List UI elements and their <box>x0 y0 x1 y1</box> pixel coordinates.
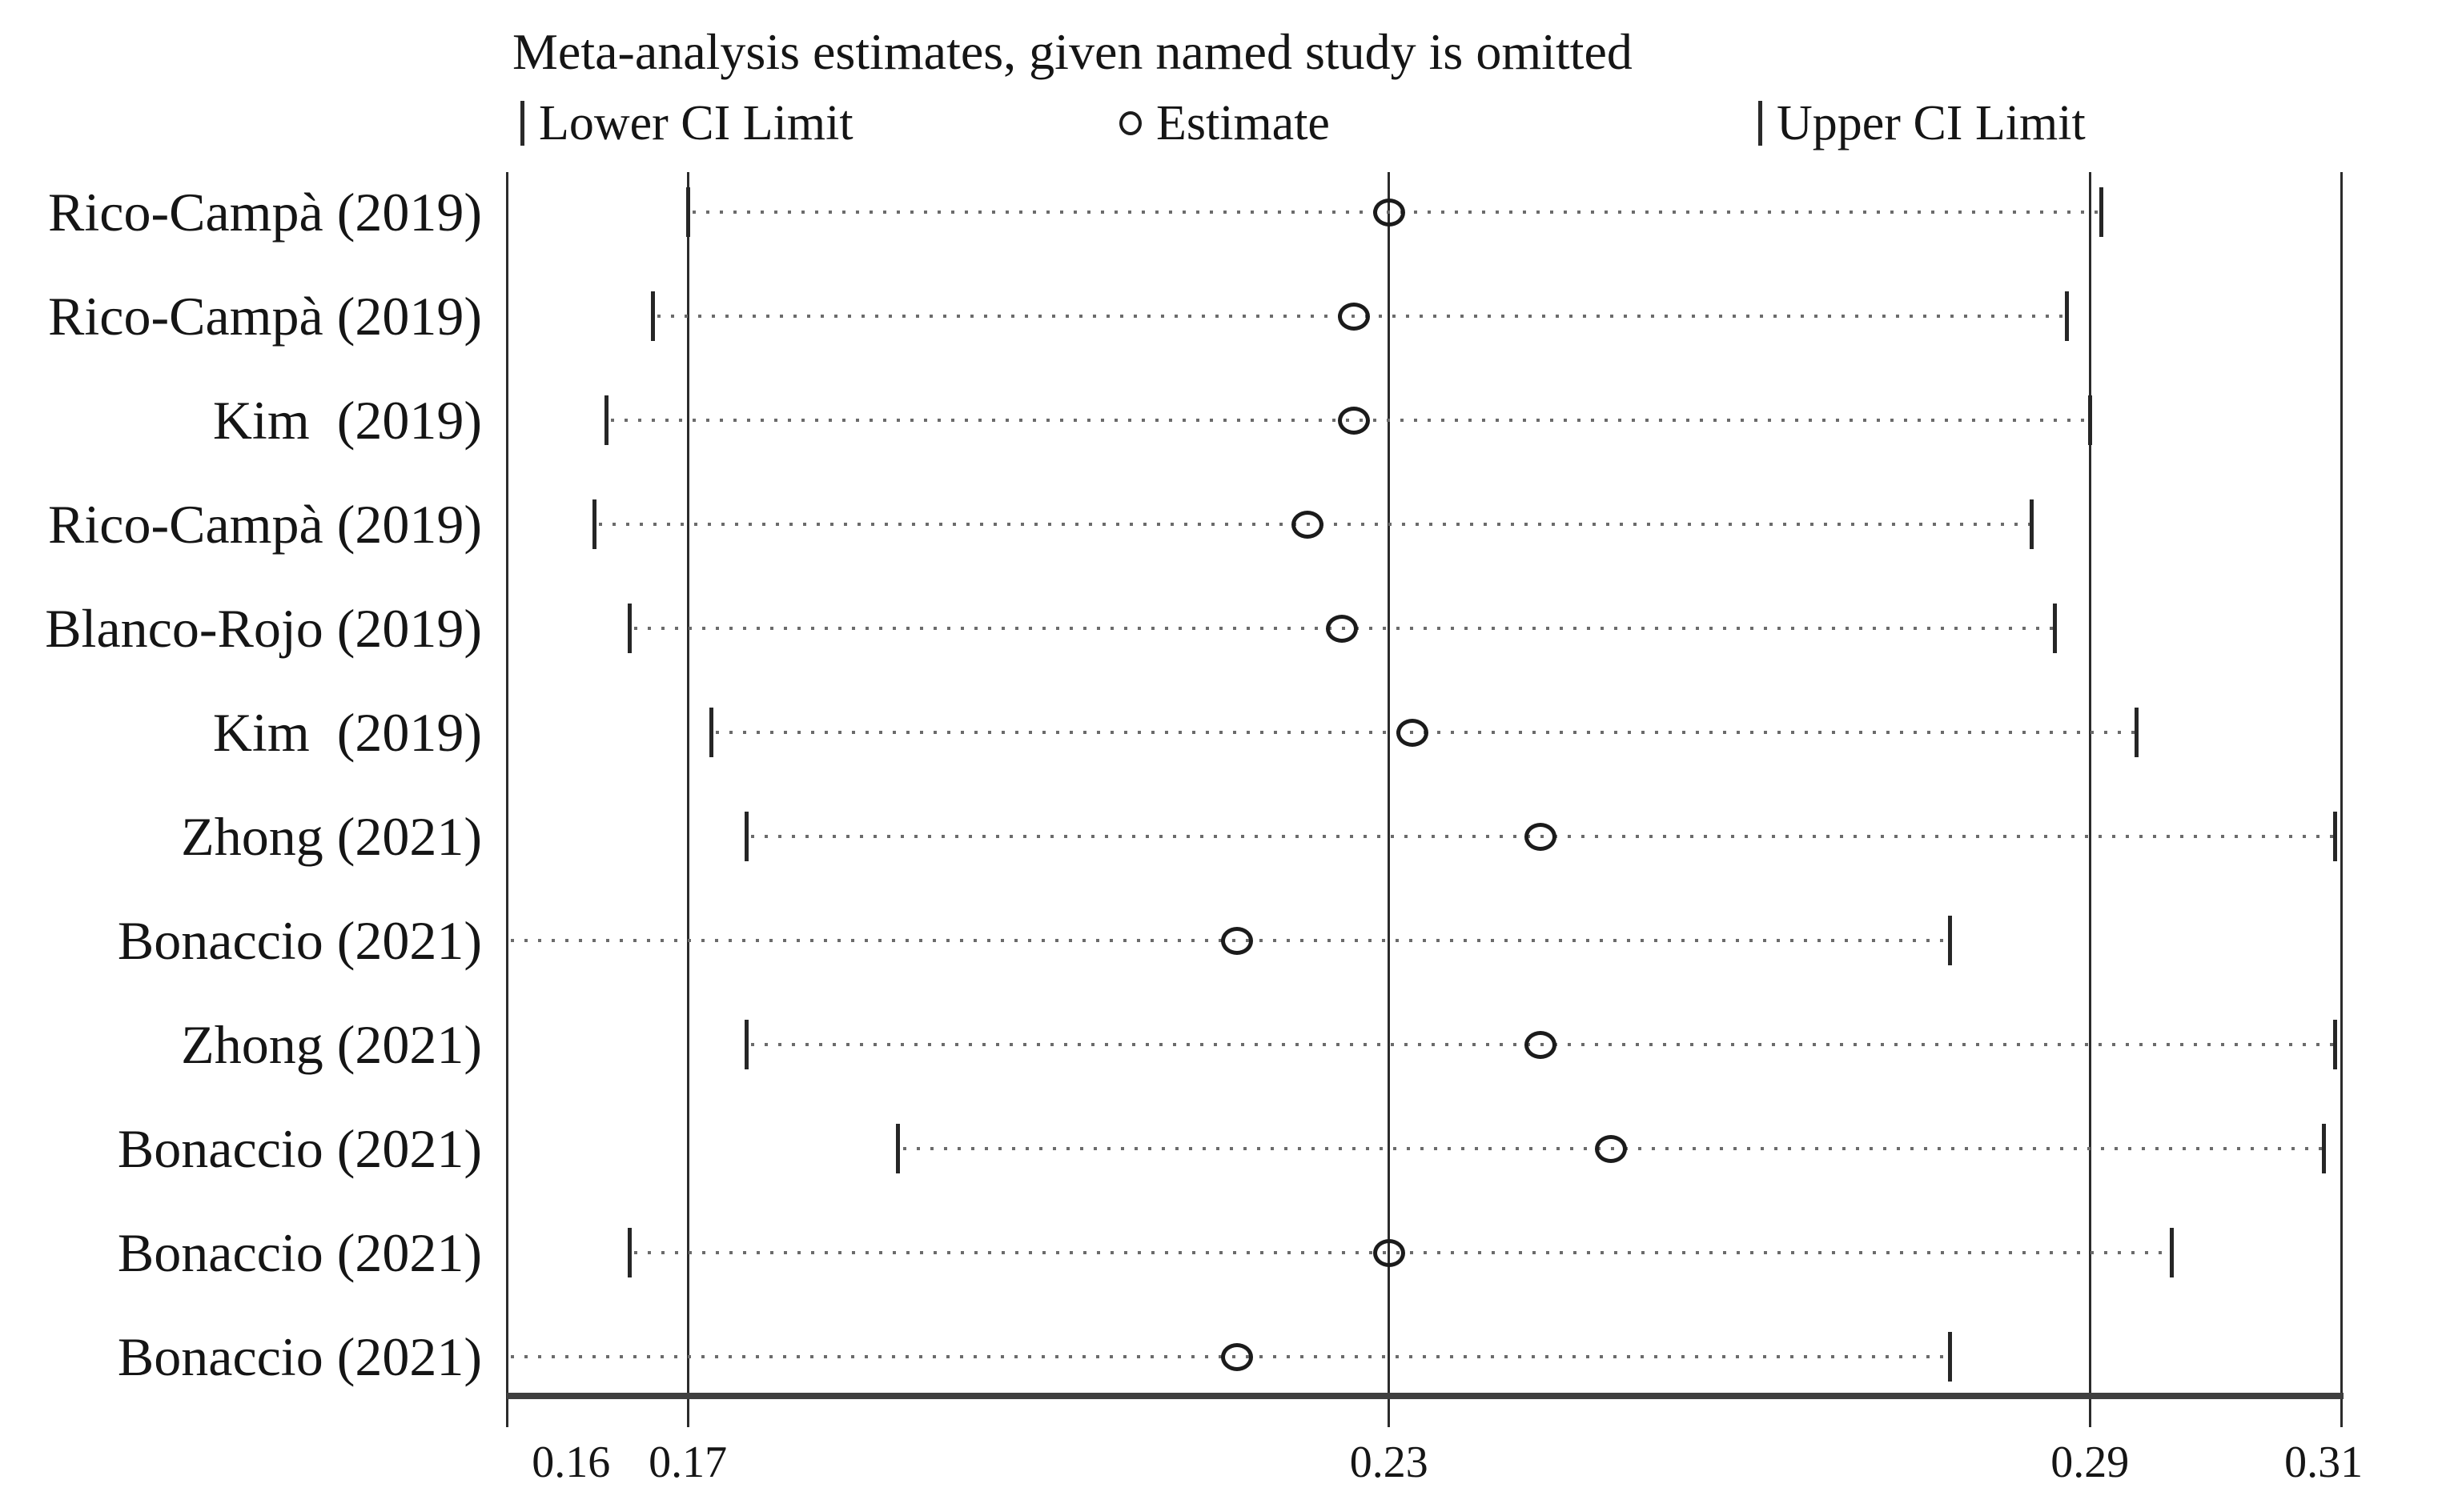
study-label: Zhong (2021) <box>181 805 482 867</box>
plot-frame-right <box>2340 172 2343 1427</box>
x-tick-label: 0.31 <box>2284 1438 2364 1487</box>
study-label: Kim (2019) <box>212 701 482 763</box>
upper-ci-tick-icon <box>1758 101 1762 146</box>
lower-ci-tick <box>604 395 608 445</box>
upper-ci-tick <box>2052 604 2057 653</box>
legend-label-estimate: Estimate <box>1156 95 1330 150</box>
upper-ci-tick <box>2099 187 2104 237</box>
legend-item-upper-ci: Upper CI Limit <box>1758 94 2086 152</box>
study-label: Bonaccio (2021) <box>117 1326 482 1387</box>
estimate-marker <box>1396 718 1428 747</box>
lower-ci-tick-icon <box>520 101 524 146</box>
study-label: Bonaccio (2021) <box>117 1221 482 1283</box>
plot-frame-left <box>505 172 508 1427</box>
lower-ci-tick <box>650 291 655 341</box>
x-tick-label: 0.17 <box>649 1438 728 1487</box>
legend-label-lower-ci: Lower CI Limit <box>539 95 853 150</box>
study-label: Blanco-Rojo (2019) <box>45 597 482 659</box>
estimate-marker <box>1337 302 1370 331</box>
x-tick-label: 0.29 <box>2050 1438 2130 1487</box>
lower-ci-tick <box>592 499 596 549</box>
lower-ci-tick <box>744 1020 749 1069</box>
upper-ci-tick <box>2064 291 2069 341</box>
upper-ci-tick <box>2029 499 2034 549</box>
lower-ci-tick <box>685 187 690 237</box>
lower-ci-tick <box>627 604 632 653</box>
study-label: Rico-Campà (2019) <box>48 285 482 347</box>
study-label: Kim (2019) <box>212 389 482 451</box>
estimate-circle-icon <box>1119 111 1142 135</box>
estimate-marker <box>1337 406 1370 435</box>
upper-ci-tick <box>2333 1020 2338 1069</box>
x-tick-label: 0.16 <box>532 1438 611 1487</box>
estimate-marker <box>1326 614 1359 643</box>
ref-line-lower-ci <box>686 172 689 1427</box>
estimate-marker <box>1372 198 1405 227</box>
study-label: Zhong (2021) <box>181 1013 482 1075</box>
x-axis-line <box>507 1393 2344 1399</box>
upper-ci-tick <box>2087 395 2092 445</box>
upper-ci-tick <box>2321 1124 2326 1173</box>
estimate-marker <box>1221 926 1254 955</box>
estimate-marker <box>1221 1342 1254 1371</box>
upper-ci-tick <box>1947 916 1952 965</box>
ref-line-estimate <box>1388 172 1391 1427</box>
upper-ci-tick <box>2169 1228 2174 1277</box>
upper-ci-tick <box>2333 812 2338 861</box>
legend-label-upper-ci: Upper CI Limit <box>1777 95 2086 150</box>
lower-ci-tick <box>627 1228 632 1277</box>
ref-line-upper-ci <box>2088 172 2091 1427</box>
lower-ci-tick <box>744 812 749 861</box>
lower-ci-tick <box>896 1124 901 1173</box>
upper-ci-tick <box>1947 1332 1952 1382</box>
study-label: Rico-Campà (2019) <box>48 493 482 555</box>
study-label: Bonaccio (2021) <box>117 909 482 971</box>
estimate-marker <box>1524 1030 1557 1059</box>
upper-ci-tick <box>2135 708 2139 757</box>
estimate-marker <box>1372 1238 1405 1267</box>
estimate-marker <box>1524 822 1557 851</box>
chart-title: Meta-analysis estimates, given named stu… <box>512 23 1633 80</box>
study-label: Bonaccio (2021) <box>117 1117 482 1179</box>
lower-ci-tick <box>709 708 713 757</box>
estimate-marker <box>1594 1134 1627 1163</box>
study-label: Rico-Campà (2019) <box>48 181 482 243</box>
legend-item-estimate: Estimate <box>1119 94 1330 152</box>
legend-item-lower-ci: Lower CI Limit <box>520 94 853 152</box>
estimate-marker <box>1291 510 1323 539</box>
x-tick-label: 0.23 <box>1349 1438 1428 1487</box>
